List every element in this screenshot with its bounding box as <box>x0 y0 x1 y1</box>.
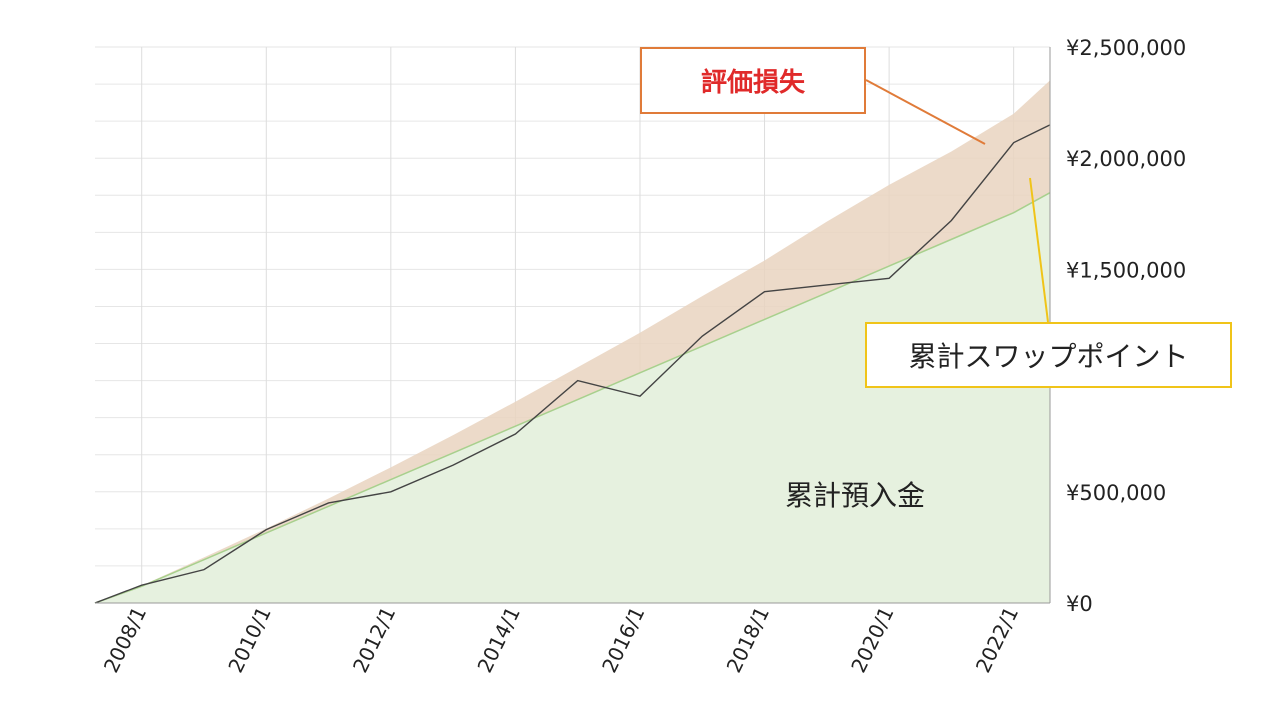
valuation-line <box>94 124 1051 604</box>
deposit-line <box>94 192 1051 604</box>
y-tick-label: ¥2,000,000 <box>1066 147 1186 171</box>
deposit-area <box>95 192 1050 603</box>
y-tick-label: ¥1,500,000 <box>1066 258 1186 282</box>
loss-leader-line <box>865 79 986 145</box>
x-tick-label: 2010/1 <box>223 603 275 677</box>
loss-annotation-box: 評価損失 <box>640 47 866 114</box>
x-tick-label: 2016/1 <box>597 603 649 677</box>
x-tick-label: 2014/1 <box>472 603 524 677</box>
x-tick-label: 2012/1 <box>348 603 400 677</box>
loss-annotation-label: 評価損失 <box>700 68 805 98</box>
y-tick-label: ¥0 <box>1066 592 1093 616</box>
swap-annotation-box: 累計スワップポイント <box>865 322 1232 388</box>
x-tick-label: 2018/1 <box>722 603 774 677</box>
x-tick-label: 2020/1 <box>846 603 898 677</box>
deposit-area-label: 累計預入金 <box>785 479 926 512</box>
y-tick-label: ¥2,500,000 <box>1066 36 1186 60</box>
x-tick-label: 2008/1 <box>99 603 151 677</box>
y-tick-label: ¥500,000 <box>1066 481 1166 505</box>
x-tick-label: 2022/1 <box>971 603 1023 677</box>
swap-leader-line <box>1029 177 1049 323</box>
swap-annotation-label: 累計スワップポイント <box>908 340 1189 373</box>
